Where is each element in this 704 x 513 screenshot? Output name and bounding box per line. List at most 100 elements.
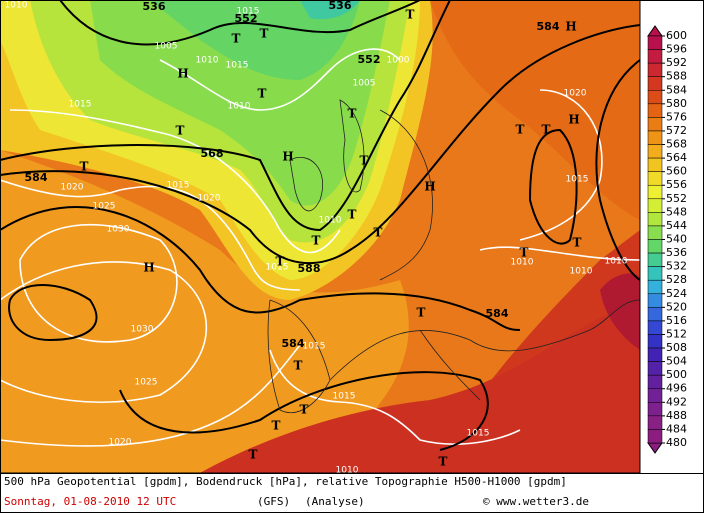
colorbar-label: 580 [666,97,687,110]
colorbar-label: 544 [666,219,687,232]
pressure-center: H [568,113,579,127]
colorbar: 6005965925885845805765725685645605565525… [647,25,687,454]
pressure-label: 1015 [237,7,260,17]
pressure-center: T [516,123,525,137]
colorbar-swatch [647,320,663,335]
pressure-label: 1015 [266,263,289,273]
pressure-center: T [232,32,241,46]
colorbar-swatch [647,293,663,308]
colorbar-label: 504 [666,355,687,368]
colorbar-swatch [647,429,663,444]
pressure-label: 1010 [319,216,342,226]
pressure-center: H [424,180,435,194]
geopotential-label: 568 [201,147,224,160]
pressure-label: 1020 [109,438,132,448]
colorbar-swatch [647,62,663,77]
colorbar-swatch [647,212,663,227]
pressure-center: T [348,208,357,222]
colorbar-swatch [647,361,663,376]
colorbar-label: 508 [666,341,687,354]
colorbar-swatch [647,415,663,430]
pressure-center: T [80,160,89,174]
geopotential-label: 536 [143,0,166,13]
colorbar-swatch [647,144,663,159]
geopotential-label: 552 [235,12,258,25]
colorbar-label: 568 [666,138,687,151]
pressure-label: 1010 [570,267,593,277]
footer-model: (GFS) [257,495,290,508]
pressure-center: T [176,124,185,138]
colorbar-label: 524 [666,287,687,300]
colorbar-swatch [647,252,663,267]
pressure-center: T [348,107,357,121]
colorbar-label: 536 [666,246,687,259]
colorbar-label: 584 [666,83,687,96]
colorbar-label: 532 [666,260,687,273]
colorbar-swatch [647,117,663,132]
colorbar-swatch [647,225,663,240]
colorbar-label: 588 [666,70,687,83]
pressure-label: 1005 [155,42,178,52]
pressure-label: 1015 [333,392,356,402]
colorbar-swatch [647,266,663,281]
pressure-label: 1010 [5,1,28,11]
coastlines [267,99,641,413]
pressure-label: 1010 [228,102,251,112]
colorbar-swatch [647,76,663,91]
pressure-center: T [260,27,269,41]
pressure-center: T [258,87,267,101]
colorbar-label: 564 [666,151,687,164]
pressure-center: T [300,403,309,417]
pressure-label: 1000 [387,56,410,66]
pressure-label: 1010 [196,56,219,66]
geopotential-label: 584 [537,20,560,33]
colorbar-swatch [647,49,663,64]
pressure-center: H [143,261,154,275]
pressure-center: T [417,306,426,320]
footer-date: Sonntag, 01-08-2010 12 UTC [4,495,176,508]
pressure-center: T [360,154,369,168]
pressure-center: T [374,226,383,240]
colorbar-swatch [647,307,663,322]
pressure-center: T [312,234,321,248]
pressure-label: 1015 [303,342,326,352]
geopotential-label: 584 [282,337,305,350]
geopotential-label: 552 [358,53,381,66]
colorbar-label: 516 [666,314,687,327]
pressure-label: 1010 [605,257,628,267]
colorbar-label: 596 [666,43,687,56]
isobars [0,48,641,447]
colorbar-swatch [647,90,663,105]
pressure-label: 1015 [69,100,92,110]
colorbar-swatch [647,239,663,254]
colorbar-label: 552 [666,192,687,205]
pressure-center: H [282,150,293,164]
colorbar-label: 548 [666,205,687,218]
pressure-center: T [276,255,285,269]
pressure-label: 1020 [198,194,221,204]
map-labels: 536 552 536 552 568 584 588 584 584 584 1010 1015 10… [5,0,628,476]
pressure-center: H [565,20,576,34]
pressure-center: T [520,246,529,260]
colorbar-swatch [647,103,663,118]
colorbar-label: 488 [666,409,687,422]
pressure-label: 1015 [566,175,589,185]
colorbar-swatch [647,157,663,172]
colorbar-swatch [647,171,663,186]
footer-run: (Analyse) [305,495,365,508]
colorbar-swatch [647,35,663,50]
colorbar-swatch [647,388,663,403]
pressure-label: 1020 [564,89,587,99]
pressure-label: 1015 [226,61,249,71]
pressure-center: T [249,448,258,462]
pressure-label: 1020 [61,183,84,193]
pressure-label: 1030 [131,325,154,335]
colorbar-swatch [647,334,663,349]
colorbar-swatch [647,347,663,362]
pressure-label: 1005 [353,79,376,89]
pressure-center: T [573,236,582,250]
colorbar-label: 556 [666,178,687,191]
colorbar-label: 572 [666,124,687,137]
